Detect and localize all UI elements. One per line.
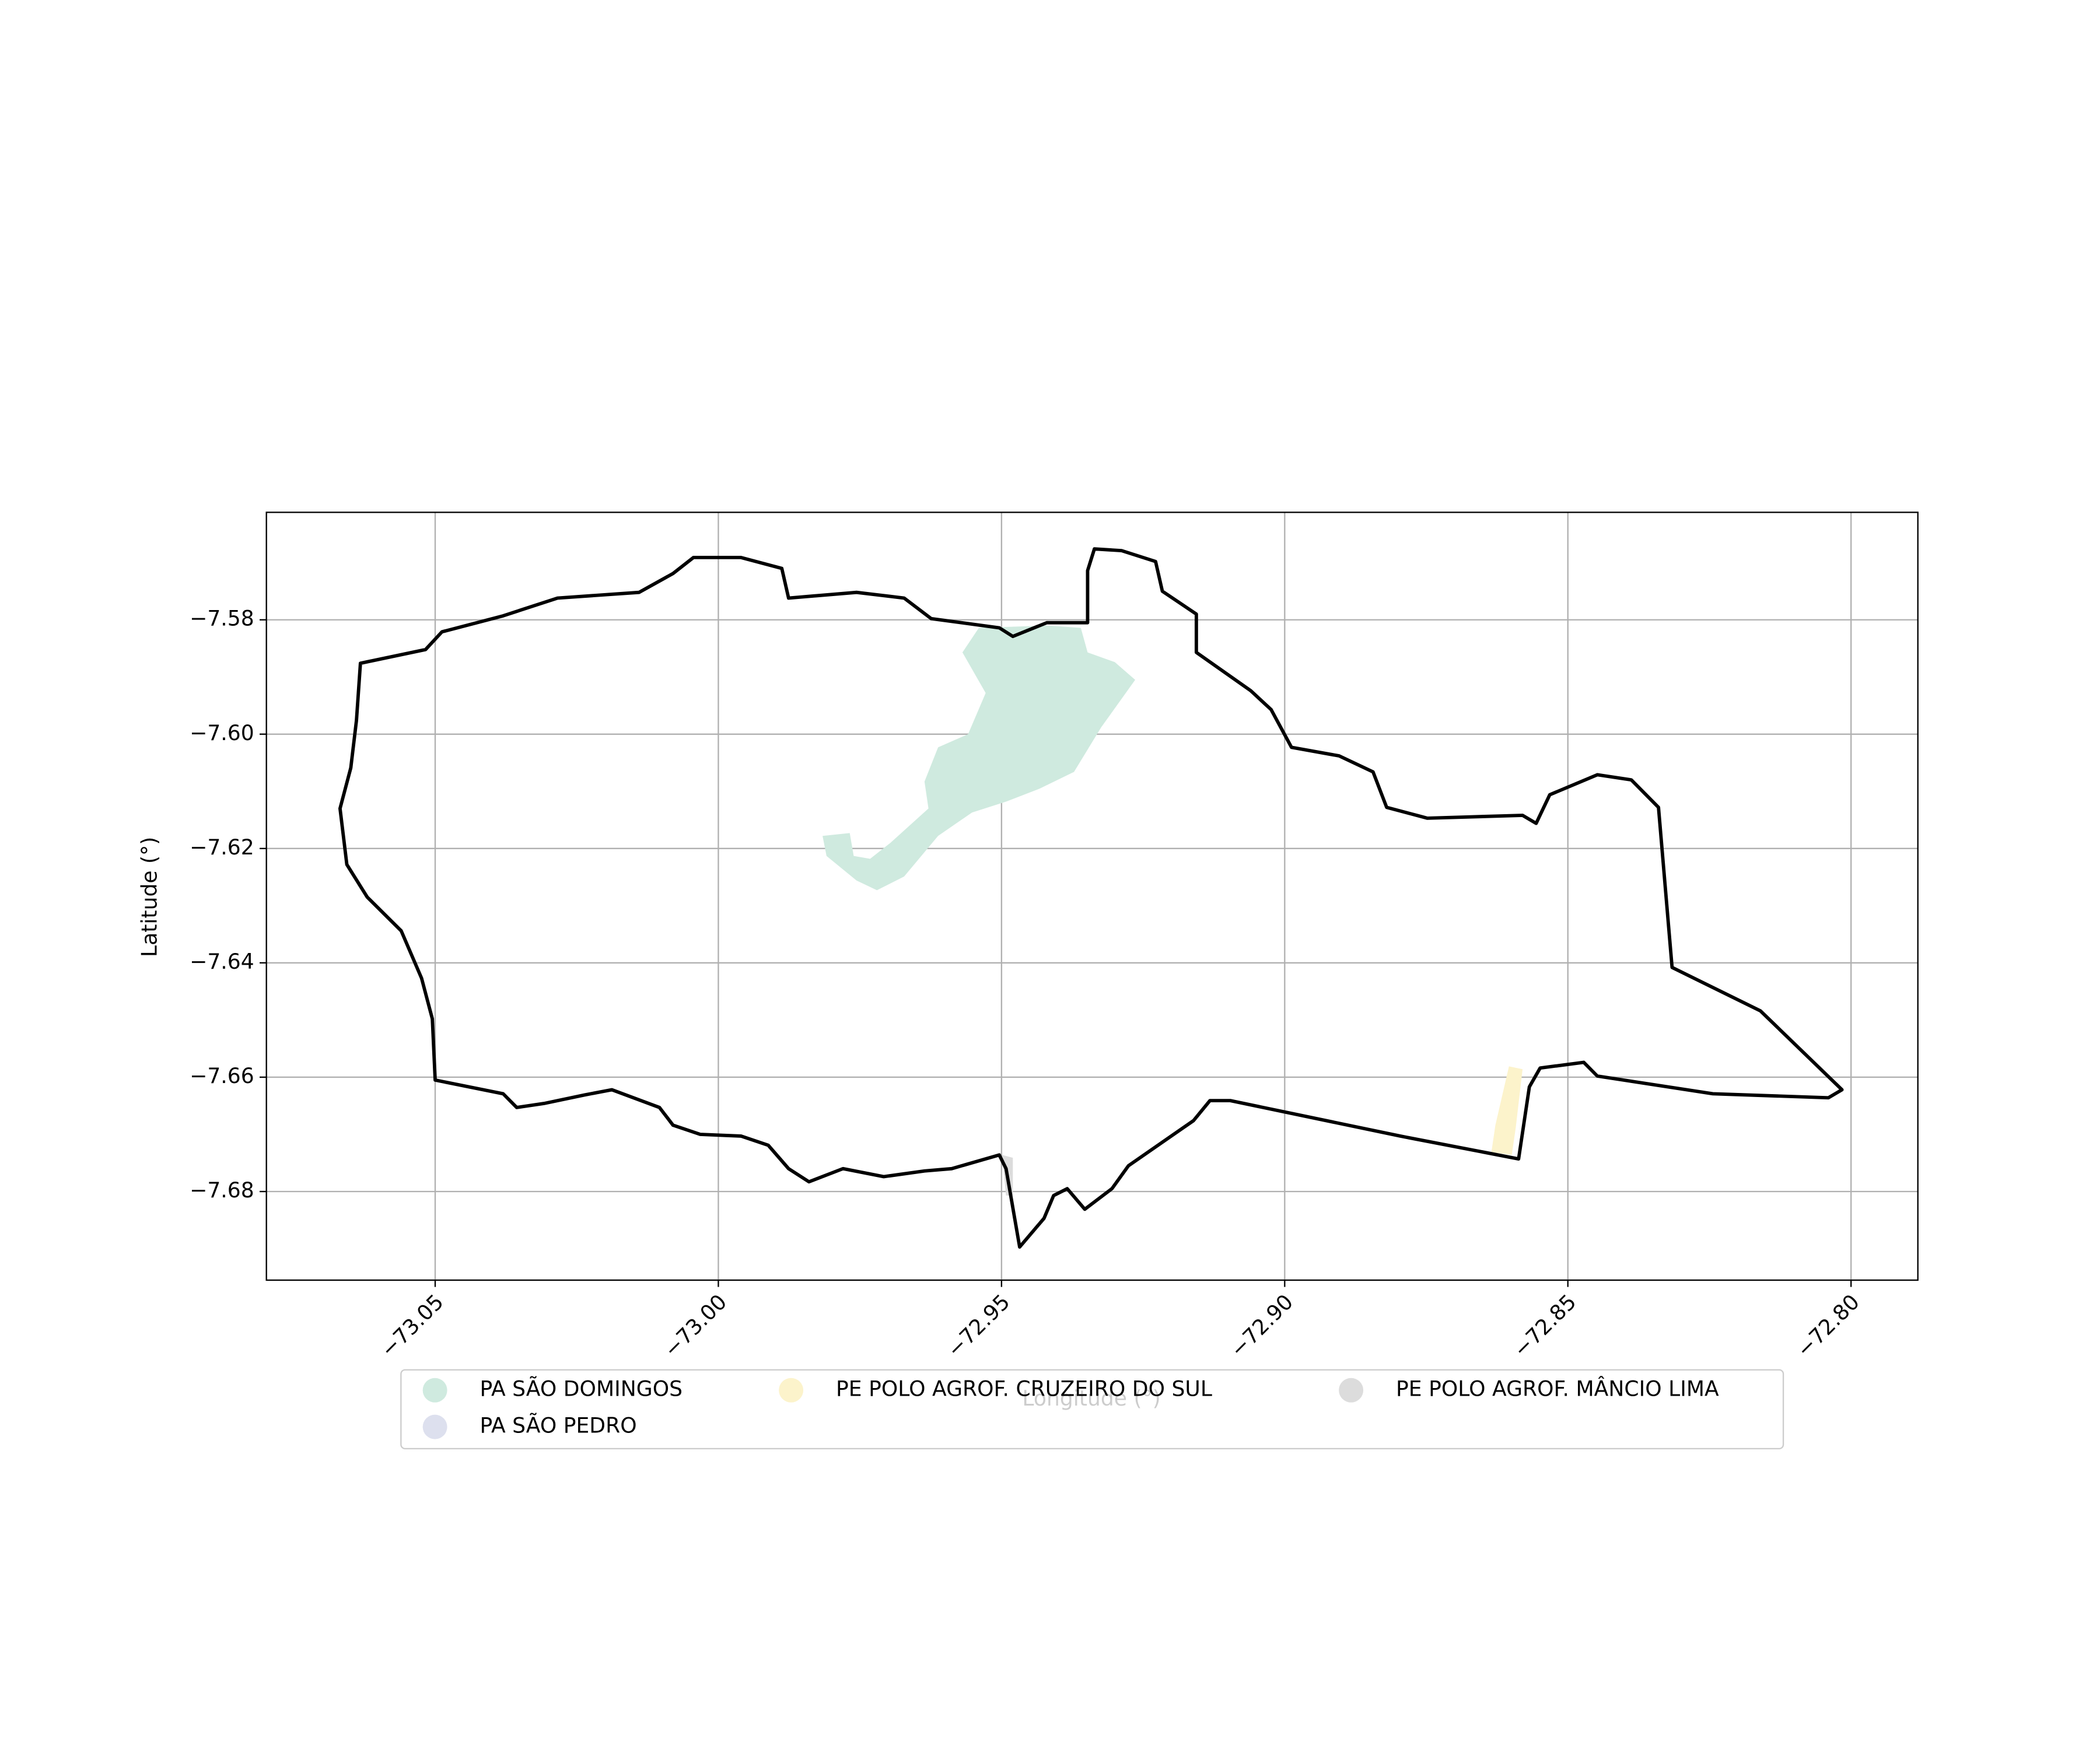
legend-label: PA SÃO PEDRO — [480, 1413, 637, 1438]
region — [822, 625, 1136, 891]
legend-marker — [422, 1378, 447, 1403]
legend-label: PA SÃO DOMINGOS — [480, 1376, 683, 1401]
legend-marker — [422, 1414, 447, 1439]
y-tick-label: −7.66 — [190, 1063, 254, 1088]
y-tick-label: −7.60 — [190, 720, 254, 745]
x-tick-label: −72.90 — [1225, 1290, 1298, 1362]
legend-label: PE POLO AGROF. CRUZEIRO DO SUL — [836, 1376, 1212, 1401]
x-tick-label: −73.00 — [659, 1290, 732, 1362]
legend-label: PE POLO AGROF. MÂNCIO LIMA — [1396, 1376, 1719, 1401]
axes-frame — [265, 511, 1919, 1281]
boundary — [338, 547, 1844, 1249]
y-tick-label: −7.58 — [190, 606, 254, 631]
region — [1491, 1066, 1523, 1155]
y-tick-label: −7.62 — [190, 835, 254, 860]
y-axis-label: Latitude (°) — [137, 837, 162, 957]
x-tick-label: −72.95 — [942, 1290, 1015, 1362]
x-tick-label: −72.80 — [1791, 1290, 1864, 1362]
y-tick-label: −7.64 — [190, 949, 254, 974]
legend-marker — [1339, 1378, 1364, 1403]
x-tick-label: −73.05 — [376, 1290, 449, 1362]
legend-marker — [779, 1378, 804, 1403]
legend-box — [400, 1369, 1784, 1450]
y-tick-label: −7.68 — [190, 1178, 254, 1203]
x-tick-label: −72.85 — [1508, 1290, 1581, 1362]
